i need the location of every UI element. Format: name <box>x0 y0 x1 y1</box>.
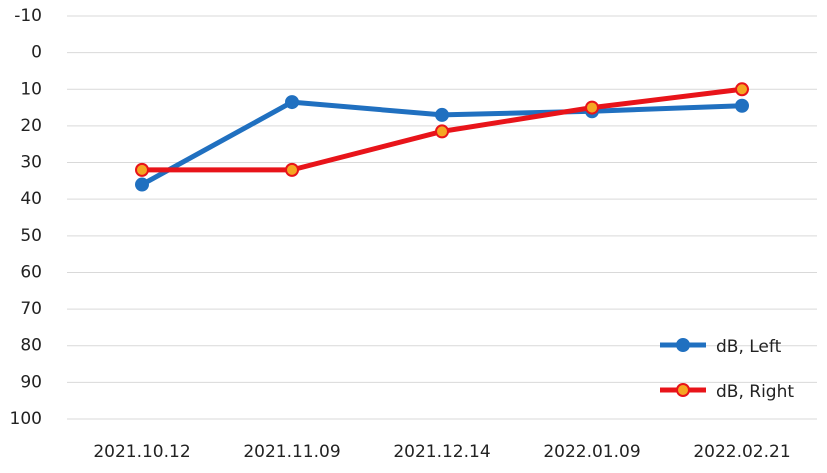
y-tick-label: -10 <box>14 6 42 26</box>
x-tick-label: 2021.10.12 <box>93 442 190 462</box>
y-tick-label: 40 <box>20 189 42 209</box>
point-marker <box>735 82 749 97</box>
legend-label: dB, Right <box>716 382 794 402</box>
x-tick-label: 2021.11.09 <box>243 442 340 462</box>
y-tick-label: 80 <box>20 336 42 356</box>
y-tick-label: 50 <box>20 226 42 246</box>
x-tick-label: 2021.12.14 <box>393 442 490 462</box>
y-tick-label: 70 <box>20 299 42 319</box>
point-marker <box>285 162 299 177</box>
y-tick-label: 60 <box>20 262 42 282</box>
legend-marker <box>676 383 690 397</box>
point-marker <box>735 98 749 113</box>
point-marker <box>435 107 449 122</box>
point-marker <box>435 124 449 139</box>
point-marker <box>285 95 299 110</box>
legend-marker <box>676 338 690 352</box>
y-tick-label: 30 <box>20 153 42 173</box>
point-marker <box>585 100 599 115</box>
y-tick-label: 90 <box>20 372 42 392</box>
y-tick-label: 10 <box>20 79 42 99</box>
y-tick-label: 100 <box>10 409 42 429</box>
y-tick-label: 20 <box>20 116 42 136</box>
point-marker <box>135 177 149 192</box>
point-marker <box>135 162 149 177</box>
x-tick-label: 2022.01.09 <box>543 442 640 462</box>
x-tick-label: 2022.02.21 <box>693 442 790 462</box>
y-tick-label: 0 <box>31 43 42 63</box>
legend-label: dB, Left <box>716 337 782 357</box>
